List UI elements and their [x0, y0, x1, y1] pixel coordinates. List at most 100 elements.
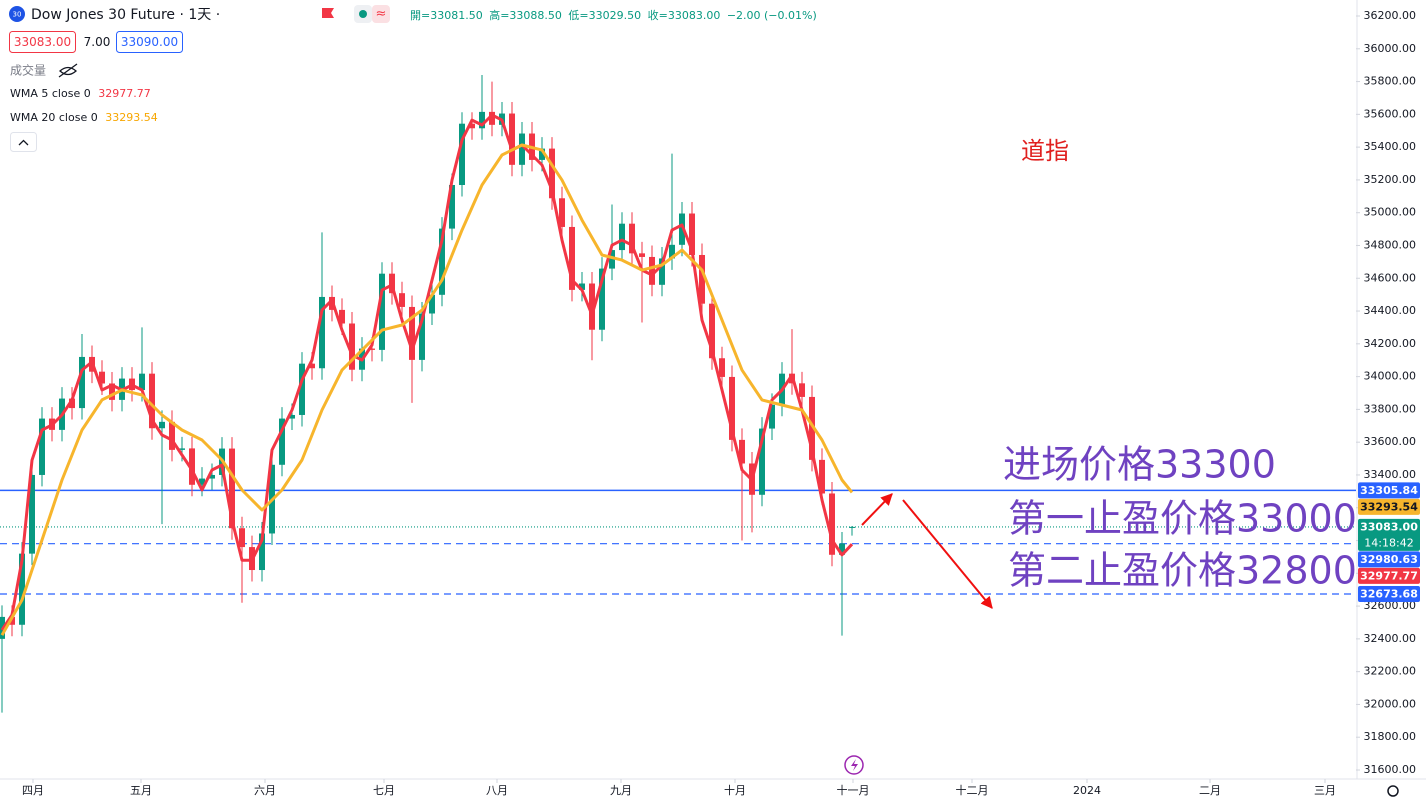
arrow: [861, 493, 893, 526]
candle-body: [309, 363, 315, 369]
wma20-legend[interactable]: WMA 20 close 0 33293.54: [10, 111, 158, 124]
sell-button[interactable]: [9, 31, 76, 53]
volume-legend[interactable]: 成交量: [10, 63, 46, 78]
candle-body: [319, 296, 325, 369]
ohlc-item: 低=33029.50: [568, 9, 641, 22]
candle-body: [189, 448, 195, 485]
indicator-line: [0, 143, 854, 636]
candle-body: [579, 283, 585, 290]
x-tick-label: 五月: [130, 784, 152, 797]
y-tick-label: 34800.00: [1364, 238, 1417, 251]
ohlc-item: 收=33083.00: [648, 8, 721, 22]
candle-body: [99, 371, 105, 384]
ohlc-item: −2.00 (−0.01%): [727, 9, 817, 22]
price-tag: [1358, 498, 1420, 515]
price-tag-label: 32977.77: [1360, 569, 1418, 582]
candle-body: [659, 258, 665, 285]
sell-price[interactable]: 33083.00: [14, 35, 71, 49]
x-tick-label: 八月: [486, 784, 508, 797]
ohlc-item: 高=33088.50: [489, 8, 562, 22]
candle-body: [159, 421, 165, 429]
plot-area: [0, 75, 1356, 713]
candle-body: [139, 373, 145, 391]
candle-body: [419, 313, 425, 360]
y-tick-label: 34000.00: [1364, 370, 1417, 383]
candle-body: [509, 113, 515, 165]
y-tick-label: 36200.00: [1364, 9, 1417, 22]
x-tick-label: 十二月: [956, 783, 989, 797]
candle-body: [629, 223, 635, 254]
candle-body: [79, 356, 85, 409]
candle-body: [609, 250, 615, 269]
symbol-icon: [9, 6, 25, 22]
collapse-button[interactable]: [10, 132, 37, 152]
candle-body: [349, 323, 355, 370]
y-tick-label: 33600.00: [1364, 435, 1417, 448]
symbol-badge: 30: [13, 11, 22, 19]
candle-body: [599, 268, 605, 330]
candle-body: [489, 111, 495, 125]
legend-value: 32977.77: [98, 87, 151, 100]
price-tag-label: 32980.63: [1360, 553, 1418, 566]
annotation: 进场价格33300: [1003, 443, 1276, 487]
y-tick-label: 33400.00: [1364, 468, 1417, 481]
candle-body: [709, 303, 715, 359]
candle-body: [339, 309, 345, 324]
y-tick-label: 33800.00: [1364, 402, 1417, 415]
candle-body: [549, 148, 555, 199]
candle-body: [669, 244, 675, 259]
price-tag: [1358, 586, 1420, 603]
candle-body: [729, 376, 735, 440]
ohlc-row: 開=33081.50 高=33088.50 低=33029.50 收=33083…: [410, 8, 817, 22]
candle-body: [439, 228, 445, 295]
candle-body: [39, 418, 45, 475]
candle-body: [399, 293, 405, 307]
symbol-title[interactable]: Dow Jones 30 Future · 1天 ·: [31, 7, 220, 23]
candle-body: [739, 439, 745, 464]
candle-body: [199, 478, 205, 485]
annotation: 第一止盈价格33000: [1008, 497, 1357, 541]
wma5-legend[interactable]: WMA 5 close 0 32977.77: [10, 87, 151, 100]
y-tick-label: 35600.00: [1364, 107, 1417, 120]
candle-body: [299, 363, 305, 415]
y-tick-label: 34600.00: [1364, 271, 1417, 284]
candle-body: [459, 123, 465, 185]
hide-icon[interactable]: [58, 63, 78, 78]
candle-body: [19, 553, 25, 625]
candle-body: [69, 398, 75, 409]
candle-body: [169, 421, 175, 450]
candle-body: [619, 223, 625, 251]
x-tick-label: 四月: [22, 784, 44, 797]
price-tag-label: 33083.00: [1360, 520, 1418, 533]
price-tag: [1358, 567, 1420, 584]
candle-body: [289, 414, 295, 419]
candle-body: [809, 396, 815, 460]
flag-icon[interactable]: [322, 8, 334, 18]
candle-body: [369, 348, 375, 350]
candle-body: [699, 254, 705, 304]
y-tick-label: 31800.00: [1364, 730, 1417, 743]
y-tick-label: 35200.00: [1364, 173, 1417, 186]
y-tick-label: 35000.00: [1364, 206, 1417, 219]
candle-body: [759, 428, 765, 495]
candle-body: [819, 459, 825, 494]
candle-body: [559, 198, 565, 227]
candle-body: [479, 111, 485, 129]
candle-body: [799, 383, 805, 397]
x-tick-label: 二月: [1199, 784, 1221, 797]
settings-icon[interactable]: [1387, 785, 1399, 797]
candle-body: [29, 474, 35, 554]
price-tag: [1358, 518, 1420, 551]
candle-body: [469, 123, 475, 129]
y-tick-label: 31600.00: [1364, 763, 1417, 776]
price-tag-label: 33293.54: [1360, 500, 1418, 513]
candle-body: [229, 448, 235, 529]
x-tick-label: 七月: [373, 784, 395, 797]
y-tick-label: 36000.00: [1364, 42, 1417, 55]
buy-button[interactable]: [116, 31, 183, 53]
candle-body: [179, 448, 185, 450]
y-tick-label: 35400.00: [1364, 140, 1417, 153]
candle-body: [209, 474, 215, 479]
buy-price[interactable]: 33090.00: [121, 35, 178, 49]
